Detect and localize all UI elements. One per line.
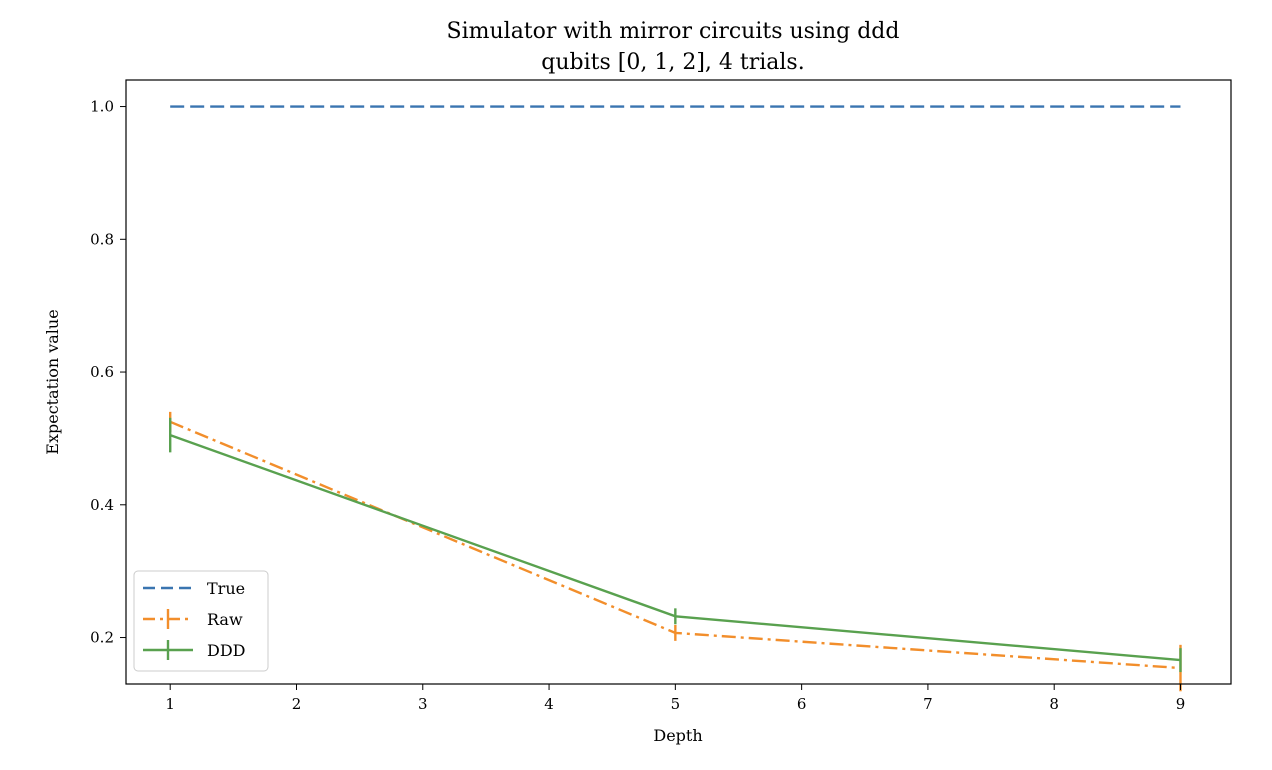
- x-tick-label: 2: [292, 695, 302, 713]
- x-tick-label: 4: [544, 695, 554, 713]
- x-tick-label: 7: [923, 695, 933, 713]
- legend-label-ddd: DDD: [207, 641, 245, 660]
- y-tick-label: 0.8: [90, 230, 114, 248]
- x-tick-label: 5: [671, 695, 681, 713]
- legend: True Raw DDD: [133, 570, 269, 672]
- legend-label-true: True: [207, 579, 245, 598]
- x-tick-label: 1: [165, 695, 175, 713]
- axes-frame: [125, 79, 1232, 685]
- x-tick-label: 6: [797, 695, 807, 713]
- x-axis-label: Depth: [653, 726, 702, 745]
- x-tick-label: 9: [1176, 695, 1186, 713]
- y-tick-label: 0.2: [90, 629, 114, 647]
- y-tick-label: 0.6: [90, 363, 114, 381]
- legend-box: [133, 570, 269, 672]
- chart-title-line-1: Simulator with mirror circuits using ddd: [447, 19, 900, 44]
- x-axis-ticks: 1 2 3 4 5 6 7 8 9: [165, 684, 1185, 713]
- x-tick-label: 8: [1049, 695, 1059, 713]
- plot-area: [168, 105, 1182, 692]
- y-tick-label: 1.0: [90, 98, 114, 116]
- legend-label-raw: Raw: [207, 610, 243, 629]
- y-axis-label: Expectation value: [43, 309, 62, 454]
- y-tick-label: 0.4: [90, 496, 114, 514]
- y-axis-ticks: 0.2 0.4 0.6 0.8 1.0: [90, 98, 126, 647]
- x-tick-label: 3: [418, 695, 428, 713]
- chart-title-line-2: qubits [0, 1, 2], 4 trials.: [541, 50, 804, 75]
